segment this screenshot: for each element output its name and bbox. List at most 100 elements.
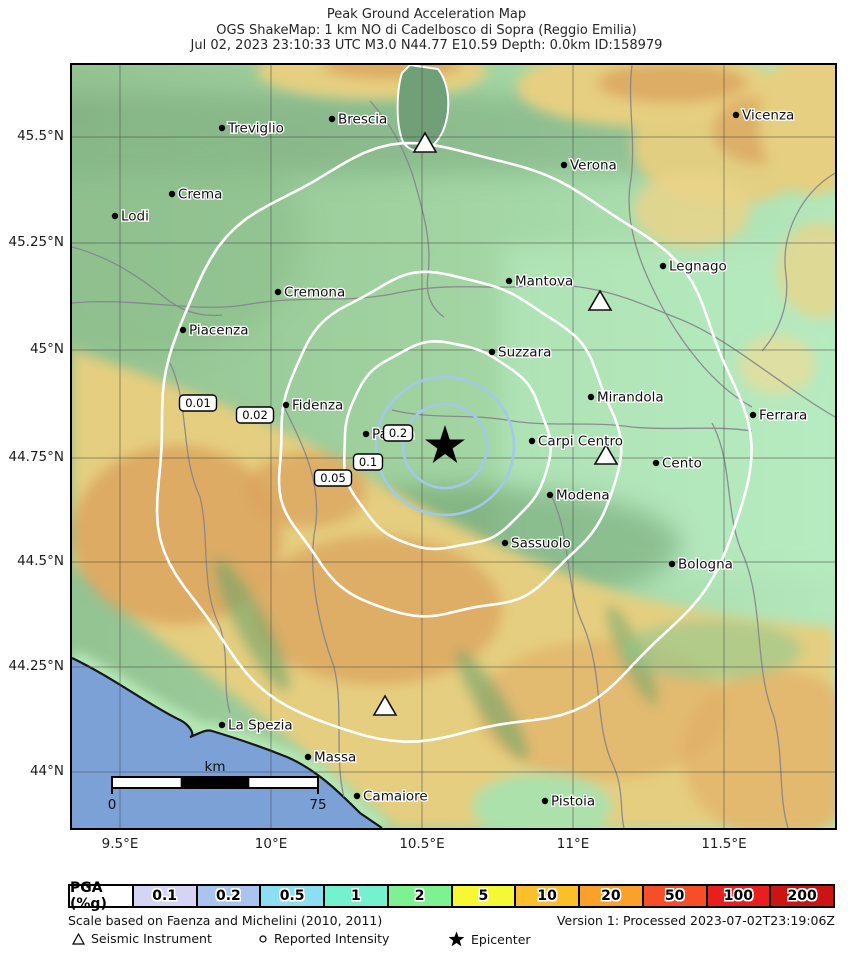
lon-tick-label: 10°E — [254, 836, 288, 852]
station-markers — [372, 131, 619, 716]
city-dot — [546, 491, 554, 499]
lat-tick-label: 44.75°N — [8, 449, 65, 465]
reported-circle-icon — [259, 934, 267, 943]
figure-subtitle: OGS ShakeMap: 1 km NO di Cadelbosco di S… — [216, 22, 637, 38]
lat-tick-label: 45°N — [29, 341, 64, 357]
city-dot — [659, 262, 667, 270]
city-dot — [488, 348, 496, 356]
colorbar-cell: 0.2 — [195, 886, 260, 906]
city-label: Ferrara — [759, 408, 807, 424]
city-label: Suzzara — [498, 345, 551, 361]
event-info-line: Jul 02, 2023 23:10:33 UTC M3.0 N44.77 E1… — [190, 38, 663, 53]
city-dot — [304, 753, 312, 761]
figure-title: Peak Ground Acceleration Map — [326, 7, 527, 22]
scale-note: Scale based on Faenza and Michelini (201… — [68, 913, 383, 928]
city-dot — [218, 721, 226, 729]
lon-tick-label: 11.5°E — [701, 836, 747, 852]
map-frame: km 0 75 Treviglio Brescia Crema Lodi Vicenza… — [70, 63, 837, 830]
scale-bar-max: 75 — [309, 797, 326, 813]
seismic-station-triangle-icon — [372, 694, 398, 716]
city-dot — [218, 124, 226, 132]
city-label: Sassuolo — [511, 536, 571, 552]
contour-value-box — [382, 424, 414, 442]
lon-tick-label: 11°E — [556, 836, 590, 852]
pga-contour-0.05 — [343, 340, 552, 551]
contour-value-box — [235, 406, 275, 424]
contour-labels: 0.01 0.02 0.05 0.1 0.2 — [178, 394, 414, 487]
city-label: Camaiore — [363, 789, 428, 805]
contour-value-box — [352, 453, 384, 471]
contour-value-box — [178, 394, 218, 412]
apennines-terrain — [72, 350, 835, 828]
city-label: Crema — [178, 187, 222, 203]
colorbar-title: PGA (%g) — [70, 880, 132, 912]
epicenter-star-icon — [425, 425, 465, 463]
city-dot — [353, 792, 361, 800]
city-label: Verona — [570, 158, 617, 174]
city-dot — [328, 115, 336, 123]
city-label: Legnago — [669, 259, 727, 275]
city-dot — [111, 212, 119, 220]
contour-value-label: 0.2 — [389, 426, 407, 440]
pga-contour-0.02 — [277, 270, 623, 618]
seismic-station-triangle-icon — [587, 289, 613, 311]
contour-value-label: 0.02 — [242, 408, 268, 422]
colorbar-cell: 20 — [578, 886, 642, 906]
pga-contour-0.2 — [401, 402, 489, 490]
seismic-station-triangle-icon — [412, 131, 438, 153]
city-label: Massa — [314, 750, 356, 766]
title-block: Peak Ground Acceleration Map OGS ShakeMa… — [0, 7, 853, 54]
colorbar-cell: 10 — [514, 886, 578, 906]
city-label: Cento — [662, 456, 702, 472]
pga-contour-0.1 — [374, 375, 516, 517]
city-dot — [501, 539, 509, 547]
contour-value-label: 0.1 — [359, 455, 377, 469]
city-label: Fidenza — [292, 398, 343, 414]
city-dot — [274, 288, 282, 296]
city-label: Mirandola — [597, 390, 664, 406]
lat-tick-label: 45.25°N — [8, 234, 65, 250]
contour-value-box — [313, 469, 353, 487]
pga-contour-0.01 — [155, 141, 753, 743]
colorbar-cell: 0.1 — [131, 886, 196, 906]
scale-bar: km 0 75 — [108, 759, 327, 813]
admin-borders — [72, 65, 835, 828]
legend-epicenter: Epicenter — [448, 931, 531, 947]
city-label: Lodi — [121, 209, 149, 225]
lat-tick-label: 45.5°N — [17, 128, 64, 144]
colorbar-cell: 5 — [450, 886, 515, 906]
footer-line: Scale based on Faenza and Michelini (201… — [68, 913, 835, 928]
city-dot — [168, 190, 176, 198]
city-label: Cremona — [284, 285, 345, 301]
city-label: Bologna — [678, 557, 733, 573]
city-label: Carpi Centro — [538, 434, 623, 450]
city-label: Piacenza — [189, 323, 249, 339]
colorbar-cell: 100 — [705, 886, 770, 906]
city-markers: Treviglio Brescia Crema Lodi Vicenza Verona Le… — [111, 106, 809, 811]
city-dot — [505, 277, 513, 285]
city-dot — [732, 111, 740, 119]
contour-value-label: 0.05 — [320, 471, 346, 485]
city-dot — [528, 437, 536, 445]
contour-value-label: 0.01 — [185, 396, 211, 410]
version-processed: Version 1: Processed 2023-07-02T23:19:06… — [556, 913, 835, 928]
lon-tick-label: 9.5°E — [101, 836, 139, 852]
map-legend: Seismic Instrument Reported Intensity Ep… — [70, 931, 770, 951]
epicenter-marker — [425, 425, 465, 463]
city-dot — [179, 326, 187, 334]
city-dot — [282, 401, 290, 409]
city-dot — [652, 459, 660, 467]
city-dot — [541, 797, 549, 805]
city-label: Modena — [556, 488, 610, 504]
coastline — [72, 657, 383, 828]
colorbar-cell: 0.5 — [259, 886, 323, 906]
colorbar-cell: 200 — [769, 886, 833, 906]
scale-bar-min: 0 — [108, 797, 117, 813]
colorbar-cell: 50 — [641, 886, 706, 906]
legend-seismic-instrument: Seismic Instrument — [72, 931, 212, 946]
city-dot — [749, 411, 757, 419]
graticule — [72, 65, 835, 828]
city-dot — [560, 161, 568, 169]
scale-bar-units: km — [205, 759, 226, 775]
